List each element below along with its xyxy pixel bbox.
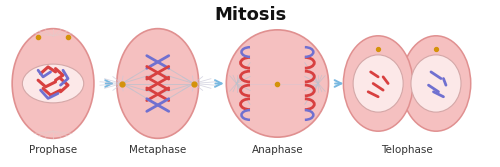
Ellipse shape	[22, 64, 84, 103]
Text: Telophase: Telophase	[381, 145, 433, 155]
Ellipse shape	[12, 29, 94, 138]
Ellipse shape	[353, 55, 403, 112]
Ellipse shape	[401, 36, 470, 131]
Ellipse shape	[344, 36, 413, 131]
Text: Prophase: Prophase	[29, 145, 77, 155]
Ellipse shape	[226, 30, 328, 137]
Ellipse shape	[411, 55, 461, 112]
Text: Mitosis: Mitosis	[214, 6, 286, 24]
Text: Anaphase: Anaphase	[252, 145, 303, 155]
Text: Metaphase: Metaphase	[129, 145, 186, 155]
Ellipse shape	[117, 29, 198, 138]
